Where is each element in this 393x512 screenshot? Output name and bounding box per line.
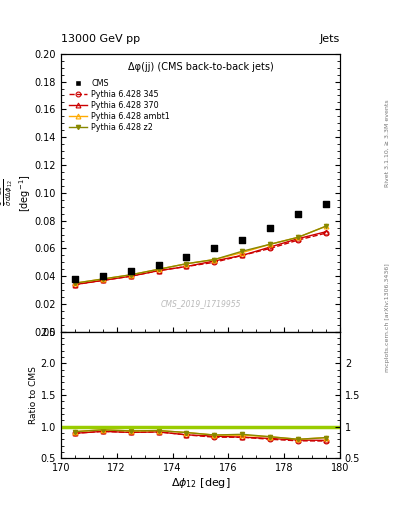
- Point: [184, 252, 190, 261]
- Point: [128, 267, 134, 275]
- Text: Jets: Jets: [320, 33, 340, 44]
- Text: mcplots.cern.ch [arXiv:1306.3436]: mcplots.cern.ch [arXiv:1306.3436]: [385, 263, 389, 372]
- Point: [239, 236, 246, 244]
- Point: [323, 200, 329, 208]
- Y-axis label: $\frac{1}{\bar{\sigma}}\frac{d\sigma}{d\Delta\phi_{12}}$
[deg$^{-1}$]: $\frac{1}{\bar{\sigma}}\frac{d\sigma}{d\…: [0, 174, 33, 211]
- Text: CMS_2019_I1719955: CMS_2019_I1719955: [160, 300, 241, 309]
- Text: 13000 GeV pp: 13000 GeV pp: [61, 33, 140, 44]
- Point: [295, 209, 301, 218]
- Text: Δφ(jj) (CMS back-to-back jets): Δφ(jj) (CMS back-to-back jets): [128, 62, 273, 72]
- Point: [267, 223, 274, 231]
- X-axis label: $\Delta\phi_{12}$ [deg]: $\Delta\phi_{12}$ [deg]: [171, 476, 230, 490]
- Point: [100, 272, 106, 281]
- Legend: CMS, Pythia 6.428 345, Pythia 6.428 370, Pythia 6.428 ambt1, Pythia 6.428 z2: CMS, Pythia 6.428 345, Pythia 6.428 370,…: [68, 77, 171, 134]
- Text: Rivet 3.1.10, ≥ 3.3M events: Rivet 3.1.10, ≥ 3.3M events: [385, 99, 389, 187]
- Point: [156, 261, 162, 269]
- Point: [211, 244, 218, 252]
- Y-axis label: Ratio to CMS: Ratio to CMS: [29, 366, 38, 424]
- Point: [72, 275, 78, 283]
